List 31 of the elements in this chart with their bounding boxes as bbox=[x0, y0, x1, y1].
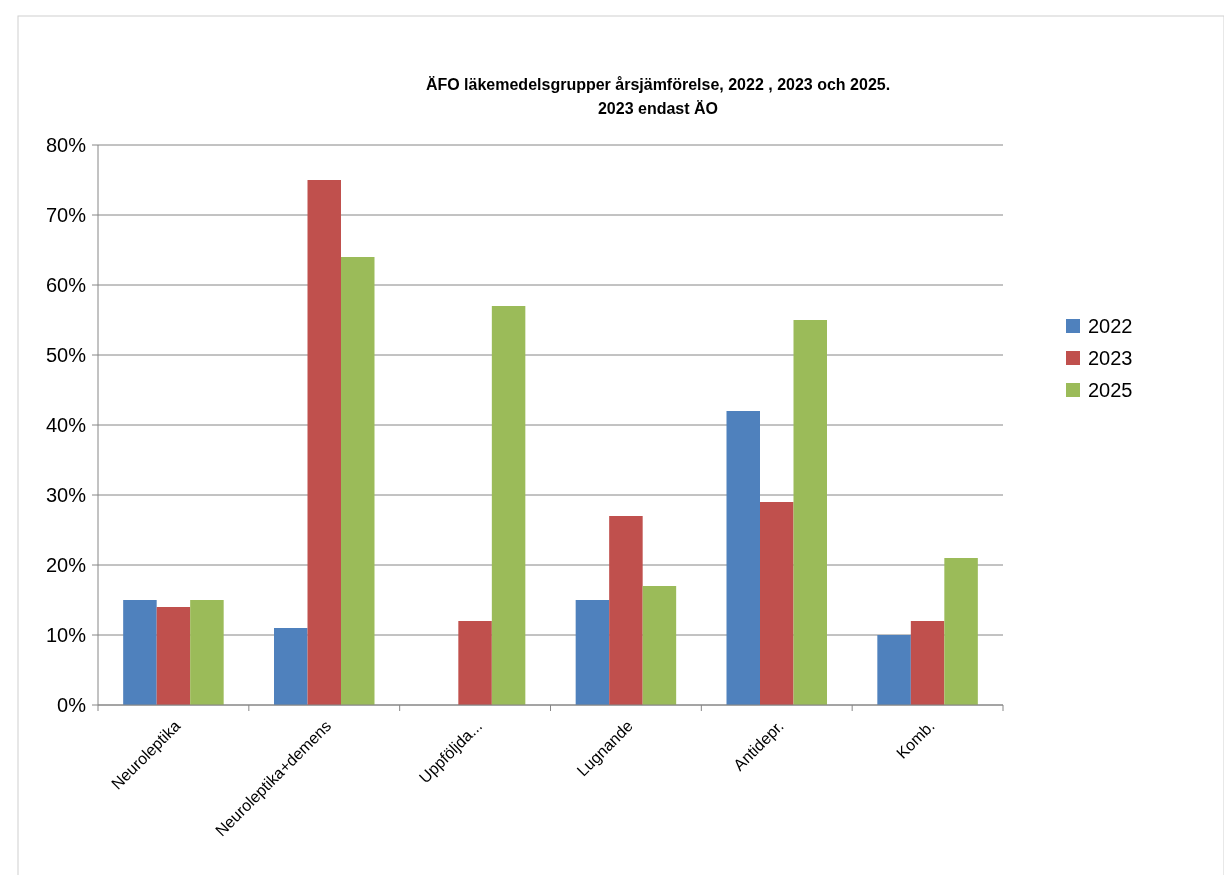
y-tick-label: 30% bbox=[45, 484, 87, 506]
bar bbox=[156, 607, 191, 705]
bar bbox=[458, 621, 492, 705]
bar bbox=[609, 516, 643, 705]
legend-label: 2023 bbox=[1088, 347, 1133, 369]
y-tick-label: 40% bbox=[45, 414, 87, 436]
bar bbox=[307, 180, 341, 705]
chart-title: ÄFO läkemedelsgrupper årsjämförelse, 2022 , 2023 och 2025. bbox=[425, 76, 891, 93]
chart-subtitle: 2023 endast ÄO bbox=[597, 100, 719, 117]
bar bbox=[274, 628, 308, 705]
legend-label: 2025 bbox=[1088, 379, 1133, 401]
y-tick-label: 70% bbox=[45, 204, 87, 226]
y-tick-label: 0% bbox=[57, 694, 87, 716]
bar bbox=[575, 600, 610, 705]
bar bbox=[123, 600, 157, 705]
bar bbox=[793, 320, 827, 705]
bar bbox=[726, 411, 760, 705]
y-tick-label: 60% bbox=[45, 274, 87, 296]
y-tick-label: 50% bbox=[45, 344, 87, 366]
legend-label: 2022 bbox=[1088, 315, 1133, 337]
y-tick-label: 20% bbox=[45, 554, 87, 576]
y-tick-label: 10% bbox=[45, 624, 87, 646]
bar bbox=[910, 621, 945, 705]
y-tick-label: 80% bbox=[45, 134, 87, 156]
bar bbox=[491, 306, 526, 705]
bar bbox=[190, 600, 224, 705]
bar bbox=[642, 586, 677, 705]
bar bbox=[877, 635, 911, 705]
bar bbox=[944, 558, 978, 705]
bar bbox=[341, 257, 375, 705]
bar bbox=[760, 502, 794, 705]
